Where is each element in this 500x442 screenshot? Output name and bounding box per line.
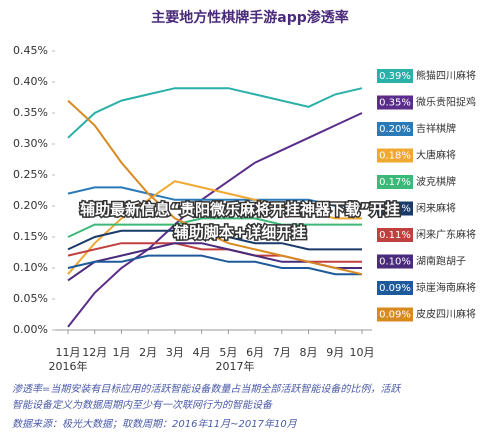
value-label: 0.20% bbox=[379, 124, 411, 135]
year-label: 2016年 bbox=[49, 359, 88, 373]
footnote: 智能设备定义为数据周期内至少有一次联网行为的智能设备 bbox=[12, 399, 273, 411]
series-line bbox=[67, 186, 362, 207]
year-label: 2017年 bbox=[216, 359, 255, 373]
footnote: 渗透率=当期安装有目标应用的活跃智能设备数量占当期全部活跃智能设备的比例，活跃 bbox=[12, 383, 402, 395]
x-tick-label: 8月 bbox=[300, 346, 318, 359]
y-tick-label: 0.25% bbox=[13, 168, 48, 181]
overlay-caption: 辅助脚本+详细开挂 bbox=[174, 224, 307, 242]
series-line bbox=[67, 99, 363, 276]
y-tick-label: 0.00% bbox=[13, 323, 48, 336]
series-line bbox=[67, 87, 363, 139]
y-tick-label: 0.45% bbox=[13, 44, 48, 57]
series-line bbox=[67, 242, 362, 263]
legend-label: 皮皮四川麻将 bbox=[416, 308, 476, 321]
legend-swatch bbox=[377, 201, 413, 216]
y-tick-label: 0.20% bbox=[13, 199, 48, 212]
legend-label: 闲来麻将 bbox=[416, 202, 456, 215]
x-tick-label: 3月 bbox=[166, 346, 184, 359]
series-line bbox=[67, 112, 363, 328]
legend-swatch bbox=[377, 281, 413, 295]
legend-label: 波克棋牌 bbox=[416, 175, 456, 188]
value-label: 0.18% bbox=[379, 151, 411, 162]
legend-swatch bbox=[377, 228, 413, 242]
value-label: 0.39% bbox=[379, 71, 411, 82]
legend-swatch bbox=[377, 254, 413, 269]
legend-label: 吉祥棋牌 bbox=[416, 122, 456, 135]
legend-swatch bbox=[377, 175, 413, 189]
x-tick-label: 7月 bbox=[273, 346, 291, 359]
y-tick-label: 0.10% bbox=[13, 261, 48, 274]
value-label: 0.10% bbox=[379, 257, 411, 268]
x-tick-label: 10月 bbox=[350, 346, 375, 359]
legend-label: 熊猫四川麻将 bbox=[416, 69, 476, 82]
y-tick-label: 0.35% bbox=[13, 106, 48, 119]
legend-swatch bbox=[377, 95, 413, 110]
y-tick-label: 0.40% bbox=[13, 75, 48, 88]
x-tick-label: 6月 bbox=[246, 346, 264, 359]
legend-swatch bbox=[377, 148, 413, 163]
source: 数据来源：极光大数据；取数周期：2016年11月~2017年10月 bbox=[12, 418, 298, 430]
value-label: 0.09% bbox=[379, 283, 411, 294]
chart-title: 主要地方性棋牌手游app渗透率 bbox=[151, 9, 349, 26]
x-tick-label: 4月 bbox=[193, 346, 211, 359]
series-line bbox=[67, 254, 362, 276]
x-tick-label: 12月 bbox=[82, 346, 107, 359]
legend-label: 湖南跑胡子 bbox=[416, 255, 466, 268]
y-tick-label: 0.05% bbox=[13, 292, 48, 305]
y-tick-label: 0.15% bbox=[13, 230, 48, 243]
value-label: 0.11% bbox=[379, 230, 411, 241]
series-line bbox=[67, 217, 362, 238]
x-tick-label: 9月 bbox=[326, 346, 344, 359]
x-tick-label: 1月 bbox=[112, 346, 130, 359]
value-label: 0.35% bbox=[379, 98, 411, 109]
legend-label: 微乐贵阳捉鸡 bbox=[416, 96, 476, 109]
x-tick-label: 5月 bbox=[219, 346, 237, 359]
legend-label: 大唐麻将 bbox=[416, 149, 456, 162]
legend-label: 琼崖海南麻将 bbox=[416, 281, 476, 294]
series-line bbox=[67, 180, 362, 275]
plot-area: 0.00% 0.05% 0.10% 0.15% 0.20% 0.25% 0.30% 0.35%… bbox=[13, 44, 476, 359]
x-tick-label: 11月 bbox=[56, 346, 81, 359]
value-label: 0.13% bbox=[379, 204, 411, 215]
legend-label: 闲来广东麻将 bbox=[416, 228, 476, 241]
legend-swatch bbox=[377, 122, 413, 136]
x-tick-label: 2月 bbox=[139, 346, 157, 359]
value-label: 0.17% bbox=[379, 177, 411, 188]
overlay-caption: 辅助最新信息“贵阳微乐麻将开挂神器下载”开挂 bbox=[80, 201, 400, 219]
legend-swatch bbox=[377, 307, 413, 322]
y-tick-label: 0.30% bbox=[13, 137, 48, 150]
legend-swatch bbox=[377, 69, 413, 83]
value-label: 0.09% bbox=[379, 310, 411, 321]
